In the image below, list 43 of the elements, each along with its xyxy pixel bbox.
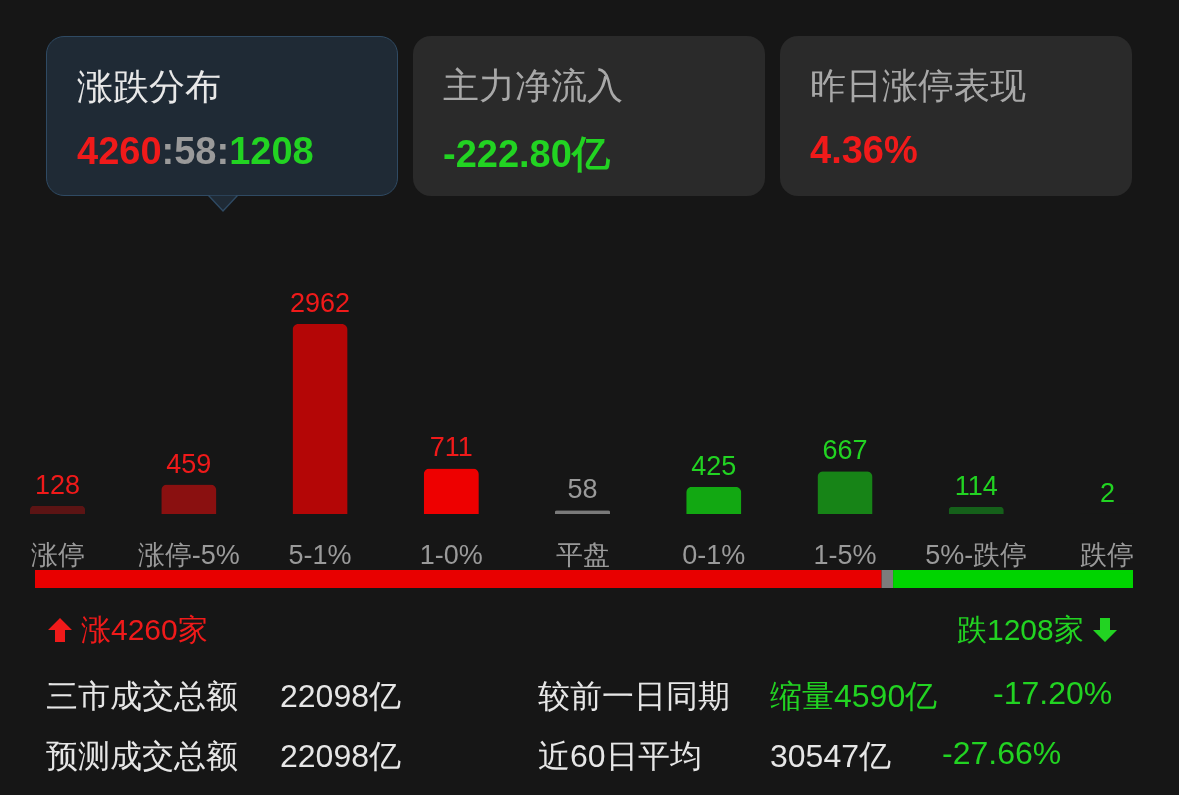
bar (817, 471, 873, 514)
text: 22098亿 (280, 677, 401, 716)
data-label: 459 (166, 448, 212, 479)
text: 三市成交总额 (46, 677, 238, 716)
x-tick-label: 1-5% (813, 539, 877, 570)
text: 涨4260家 (81, 613, 208, 646)
text: 22098亿 (280, 737, 401, 776)
data-label: 128 (35, 469, 81, 500)
text: 30547亿 (770, 737, 891, 776)
text: -17.20% (993, 675, 1113, 712)
text: 跌1208家 (957, 613, 1084, 646)
bar (948, 506, 1004, 514)
data-label: 114 (954, 470, 998, 501)
x-tick-label: 1-0% (419, 539, 483, 570)
bar (423, 468, 479, 514)
text: 缩量4590亿 (770, 677, 938, 716)
text: 主力净流入 (443, 64, 624, 108)
x-tick-label: 平盘 (555, 539, 610, 570)
data-label: 2 (1099, 477, 1115, 508)
bar (30, 505, 86, 514)
data-label: 425 (691, 450, 737, 481)
data-label: 667 (822, 435, 868, 466)
text: 近60日平均 (538, 737, 702, 776)
bar (161, 484, 217, 514)
text: 涨跌分布 (77, 65, 222, 109)
text: 4260:58:1208 (77, 130, 314, 172)
data-label: 2962 (289, 288, 351, 318)
text: 预测成交总额 (46, 737, 238, 776)
bar (292, 324, 348, 514)
x-tick-label: 跌停 (1080, 539, 1135, 570)
text: 较前一日同期 (538, 677, 730, 716)
x-tick-label: 5%-跌停 (925, 539, 1028, 570)
text: -27.66% (942, 735, 1062, 772)
data-label: 58 (567, 474, 598, 505)
x-tick-label: 5-1% (288, 539, 352, 570)
x-tick-label: 涨停 (30, 539, 85, 570)
text: 昨日涨停表现 (810, 64, 1027, 108)
data-label: 711 (429, 432, 473, 463)
text: -222.80亿 (443, 133, 610, 175)
text: 4.36% (810, 129, 918, 171)
x-tick-label: 0-1% (682, 539, 746, 570)
x-tick-label: 涨停-5% (137, 539, 240, 570)
bar (686, 486, 742, 514)
